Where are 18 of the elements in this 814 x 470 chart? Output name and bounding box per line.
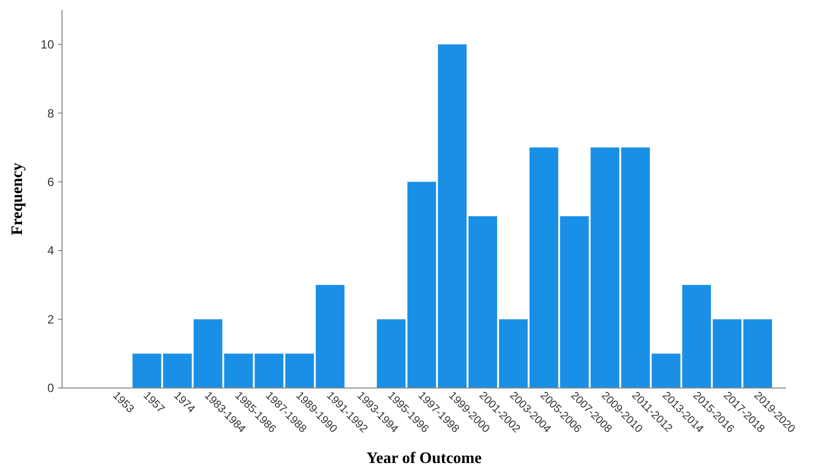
bar <box>468 216 498 388</box>
y-tick-label: 0 <box>47 381 54 396</box>
bar <box>132 354 162 388</box>
y-tick-label: 6 <box>47 175 54 190</box>
y-tick-label: 4 <box>47 244 54 258</box>
x-axis-title: Year of Outcome <box>366 450 482 467</box>
bar <box>316 284 344 388</box>
y-tick-label: 10 <box>40 38 54 52</box>
bar <box>376 319 406 388</box>
bar <box>438 44 467 388</box>
bar <box>498 319 528 388</box>
y-tick-label: 2 <box>47 312 54 326</box>
y-axis-title: Frequency <box>9 162 26 236</box>
bar <box>530 147 558 388</box>
bar <box>712 319 742 388</box>
y-tick-label: 8 <box>47 106 54 120</box>
bar <box>743 319 772 388</box>
bar <box>407 182 436 388</box>
